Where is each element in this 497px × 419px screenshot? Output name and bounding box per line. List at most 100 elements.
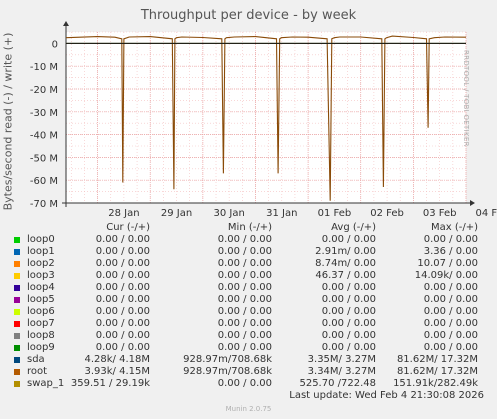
legend-avg: 0.00 / 0.00 — [321, 342, 376, 353]
legend-min: 0.00 / 0.00 — [217, 246, 272, 257]
legend-min: 0.00 / 0.00 — [217, 258, 272, 269]
legend-cur: 0.00 / 0.00 — [95, 258, 150, 269]
legend-cur: 0.00 / 0.00 — [95, 342, 150, 353]
legend-min: 0.00 / 0.00 — [217, 234, 272, 245]
legend-min: 0.00 / 0.00 — [217, 306, 272, 317]
legend-swatch — [14, 357, 20, 363]
legend-swatch — [14, 285, 20, 291]
legend-avg: 0.00 / 0.00 — [321, 294, 376, 305]
col-cur-header: Cur (-/+) — [106, 222, 150, 233]
legend-swatch — [14, 369, 20, 375]
legend-min: 0.00 / 0.00 — [217, 282, 272, 293]
legend-name: loop3 — [27, 270, 55, 281]
legend-min: 0.00 / 0.00 — [217, 270, 272, 281]
legend-cur: 0.00 / 0.00 — [95, 318, 150, 329]
legend-row-loop9: loop9 0.00 / 0.00 0.00 / 0.00 0.00 / 0.00 0.… — [0, 342, 497, 354]
col-min-header: Min (-/+) — [227, 222, 272, 233]
legend-name: loop9 — [27, 342, 55, 353]
legend-name: swap_1 — [27, 378, 65, 389]
legend-max: 10.07 / 0.00 — [417, 258, 478, 269]
col-max-header: Max (-/+) — [430, 222, 478, 233]
legend-avg: 0.00 / 0.00 — [321, 282, 376, 293]
legend-name: loop8 — [27, 330, 55, 341]
legend-avg: 0.00 / 0.00 — [321, 318, 376, 329]
legend-cur: 0.00 / 0.00 — [95, 330, 150, 341]
legend-max: 81.62M/ 17.32M — [396, 366, 478, 377]
legend-row-loop6: loop6 0.00 / 0.00 0.00 / 0.00 0.00 / 0.00 0.… — [0, 306, 497, 318]
y-tick-label: -10 M — [30, 62, 58, 73]
legend-swatch — [14, 333, 20, 339]
legend-avg: 3.35M/ 3.27M — [307, 354, 376, 365]
legend-cur: 0.00 / 0.00 — [95, 270, 150, 281]
col-avg-header: Avg (-/+) — [331, 222, 376, 233]
x-axis-arrow — [470, 200, 475, 206]
legend-name: root — [27, 366, 48, 377]
legend-cur: 0.00 / 0.00 — [95, 282, 150, 293]
x-tick-label: 02 Feb — [370, 208, 404, 219]
legend-min: 928.97m/708.68k — [183, 354, 272, 365]
legend-name: loop6 — [27, 306, 55, 317]
legend-avg: 0.00 / 0.00 — [321, 234, 376, 245]
legend-swatch — [14, 309, 20, 315]
legend-row-loop1: loop1 0.00 / 0.00 0.00 / 0.00 2.91m/ 0.00 3.… — [0, 246, 497, 258]
last-update-text: Last update: Wed Feb 4 21:30:08 2026 — [289, 390, 484, 401]
legend-cur: 0.00 / 0.00 — [95, 294, 150, 305]
legend-swatch — [14, 297, 20, 303]
x-tick-label: 03 Feb — [423, 208, 457, 219]
legend-max: 0.00 / 0.00 — [423, 342, 478, 353]
legend-min: 0.00 / 0.00 — [217, 342, 272, 353]
legend-avg: 0.00 / 0.00 — [321, 306, 376, 317]
rrdtool-side-label: RRDTOOL / TOBI OETIKER — [462, 50, 470, 147]
legend-max: 0.00 / 0.00 — [423, 306, 478, 317]
legend-swatch — [14, 237, 20, 243]
x-tick-label: 29 Jan — [161, 208, 192, 219]
legend-name: loop7 — [27, 318, 55, 329]
y-tick-label: -60 M — [30, 176, 58, 187]
legend-max: 0.00 / 0.00 — [423, 282, 478, 293]
legend-name: loop4 — [27, 282, 55, 293]
legend-row-swap-1: swap_1 359.51 / 29.19k 0.00 / 0.00 525.70 /… — [0, 378, 497, 390]
legend-avg: 525.70 /722.48 — [299, 378, 376, 389]
x-tick-label: 28 Jan — [108, 208, 139, 219]
legend-min: 0.00 / 0.00 — [217, 378, 272, 389]
legend-max: 0.00 / 0.00 — [423, 294, 478, 305]
legend-swatch — [14, 321, 20, 327]
legend-row-root: root 3.93k/ 4.15M 928.97m/708.68k 3.34M/ 3.… — [0, 366, 497, 378]
y-tick-label: -50 M — [30, 153, 58, 164]
y-axis-label: Bytes/second read (-) / write (+) — [1, 32, 15, 211]
legend-name: loop2 — [27, 258, 55, 269]
legend-name: loop0 — [27, 234, 55, 245]
x-tick-label: 30 Jan — [213, 208, 244, 219]
y-tick-label: -30 M — [30, 108, 58, 119]
y-tick-label: -70 M — [30, 199, 58, 210]
legend-cur: 0.00 / 0.00 — [95, 306, 150, 317]
legend-avg: 2.91m/ 0.00 — [315, 246, 376, 257]
legend-cur: 3.93k/ 4.15M — [84, 366, 151, 377]
legend-min: 0.00 / 0.00 — [217, 318, 272, 329]
series-line-root — [65, 35, 467, 201]
legend-header: Cur (-/+) Min (-/+) Avg (-/+) Max (-/+) — [0, 222, 497, 234]
legend-row-loop7: loop7 0.00 / 0.00 0.00 / 0.00 0.00 / 0.00 0.… — [0, 318, 497, 330]
x-tick-label: 04 Feb — [476, 208, 497, 219]
legend-row-loop4: loop4 0.00 / 0.00 0.00 / 0.00 0.00 / 0.00 0.… — [0, 282, 497, 294]
legend-row-loop5: loop5 0.00 / 0.00 0.00 / 0.00 0.00 / 0.00 0.… — [0, 294, 497, 306]
legend-name: loop1 — [27, 246, 55, 257]
legend-row-sda: sda 4.28k/ 4.18M 928.97m/708.68k 3.35M/ 3.2… — [0, 354, 497, 366]
munin-version: Munin 2.0.75 — [225, 405, 272, 413]
legend-avg: 46.37 / 0.00 — [315, 270, 376, 281]
legend-row-loop3: loop3 0.00 / 0.00 0.00 / 0.00 46.37 / 0.00 1… — [0, 270, 497, 282]
legend-cur: 4.28k/ 4.18M — [84, 354, 151, 365]
legend-row-loop0: loop0 0.00 / 0.00 0.00 / 0.00 0.00 / 0.00 0.… — [0, 234, 497, 246]
legend-avg: 8.74m/ 0.00 — [315, 258, 376, 269]
chart-title: Throughput per device - by week — [140, 8, 357, 23]
y-axis-arrow — [63, 21, 69, 26]
legend-swatch — [14, 273, 20, 279]
legend-cur: 0.00 / 0.00 — [95, 234, 150, 245]
legend-swatch — [14, 249, 20, 255]
x-tick-label: 01 Feb — [318, 208, 352, 219]
x-tick-label: 31 Jan — [266, 208, 297, 219]
legend-max: 0.00 / 0.00 — [423, 330, 478, 341]
legend-cur: 359.51 / 29.19k — [70, 378, 150, 389]
legend-cur: 0.00 / 0.00 — [95, 246, 150, 257]
